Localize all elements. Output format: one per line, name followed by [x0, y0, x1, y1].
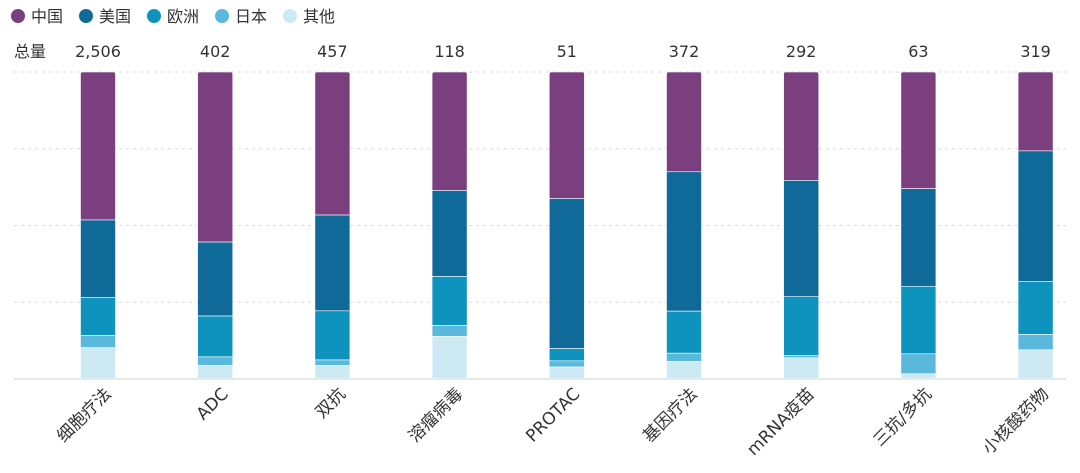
total-value: 402: [200, 42, 231, 61]
bar-segment-日本: [314, 359, 350, 366]
category-label: 三抗/多抗: [870, 384, 936, 450]
bar-segment-日本: [1018, 334, 1054, 351]
bar-segment-日本: [666, 352, 702, 362]
bar-segment-美国: [314, 214, 350, 312]
category-label: PROTAC: [522, 384, 584, 446]
legend-item: 中国: [11, 7, 63, 26]
legend-label: 美国: [99, 7, 131, 26]
bar-segment-美国: [432, 190, 468, 277]
bar-stack: [314, 72, 350, 379]
legend-label: 其他: [303, 7, 335, 26]
bar-segment-其他: [783, 357, 819, 379]
bar-segment-欧洲: [666, 310, 702, 354]
bar-stack: [1018, 72, 1054, 379]
gridlines: [14, 71, 1066, 380]
bar-segment-中国: [1018, 72, 1054, 152]
bar-segment-其他: [80, 347, 116, 379]
bar-segment-日本: [900, 353, 936, 375]
bar-segment-中国: [432, 72, 468, 191]
bar-stack: [80, 72, 116, 379]
total-value: 457: [317, 42, 348, 61]
bar-segment-中国: [549, 72, 585, 199]
legend-swatch: [147, 9, 161, 23]
bar-stack: [197, 72, 233, 379]
total-value: 2,506: [75, 42, 121, 61]
category-label: 基因疗法: [639, 384, 701, 446]
totals-row-label: 总量: [14, 42, 46, 61]
bar-segment-中国: [900, 72, 936, 189]
bar-segment-其他: [900, 373, 936, 379]
bar-segment-日本: [197, 356, 233, 366]
bar-segment-美国: [549, 198, 585, 349]
bar-segment-欧洲: [314, 310, 350, 361]
bar-segment-中国: [783, 72, 819, 181]
bar-segment-日本: [783, 355, 819, 359]
legend-swatch: [283, 9, 297, 23]
bar-segment-欧洲: [549, 348, 585, 362]
legend-label: 日本: [235, 7, 267, 26]
legend-item: 美国: [79, 7, 131, 26]
bar-segment-其他: [197, 365, 233, 379]
bar-stack: [666, 72, 702, 379]
bar-segment-欧洲: [432, 276, 468, 326]
bar-segment-中国: [197, 72, 233, 243]
total-value: 319: [1020, 42, 1051, 61]
bar-segment-其他: [314, 365, 350, 379]
bar-stack: [783, 72, 819, 379]
total-value: 118: [434, 42, 465, 61]
bar-segment-日本: [80, 335, 116, 348]
legend-swatch: [215, 9, 229, 23]
bar-segment-美国: [783, 180, 819, 298]
bar-segment-欧洲: [197, 315, 233, 358]
total-value: 63: [908, 42, 928, 61]
bars: [80, 72, 1054, 379]
category-label: ADC: [193, 384, 233, 424]
legend-label: 欧洲: [167, 7, 199, 26]
category-labels: 细胞疗法 ADC 双抗 溶瘤病毒 PROTAC 基因疗法 mRNA疫苗 三抗/多抗 小核酸药物: [53, 384, 1053, 459]
legend-swatch: [11, 9, 25, 23]
bar-segment-欧洲: [783, 296, 819, 356]
total-value: 372: [669, 42, 700, 61]
bar-segment-中国: [314, 72, 350, 216]
bar-stack: [900, 72, 936, 379]
bar-segment-美国: [666, 171, 702, 312]
bar-segment-日本: [432, 325, 468, 337]
category-label: 小核酸药物: [979, 384, 1053, 458]
bar-segment-美国: [1018, 150, 1054, 282]
category-label: 双抗: [312, 384, 350, 422]
bar-segment-美国: [197, 241, 233, 317]
total-value: 51: [557, 42, 577, 61]
legend: 中国 美国 欧洲 日本 其他: [11, 7, 335, 26]
bar-segment-其他: [666, 361, 702, 379]
bar-segment-美国: [80, 219, 116, 298]
legend-item: 其他: [283, 7, 335, 26]
category-label: 溶瘤病毒: [405, 384, 467, 446]
totals-row: 总量 2,506 402 457 118 51 372 292 63 319: [14, 42, 1051, 61]
bar-stack: [432, 72, 468, 379]
bar-segment-欧洲: [1018, 281, 1054, 335]
bar-segment-欧洲: [900, 285, 936, 355]
category-label: 细胞疗法: [53, 384, 115, 446]
bar-segment-日本: [549, 360, 585, 368]
bar-segment-其他: [432, 336, 468, 379]
legend-label: 中国: [31, 7, 63, 26]
bar-stack: [549, 72, 585, 379]
bar-segment-美国: [900, 188, 936, 287]
bar-segment-中国: [80, 72, 116, 221]
category-label: mRNA疫苗: [743, 384, 818, 459]
bar-segment-中国: [666, 72, 702, 173]
legend-item: 欧洲: [147, 7, 199, 26]
bar-segment-欧洲: [80, 297, 116, 336]
legend-item: 日本: [215, 7, 267, 26]
total-value: 292: [786, 42, 817, 61]
bar-segment-其他: [549, 366, 585, 379]
legend-swatch: [79, 9, 93, 23]
bar-segment-其他: [1018, 349, 1054, 379]
